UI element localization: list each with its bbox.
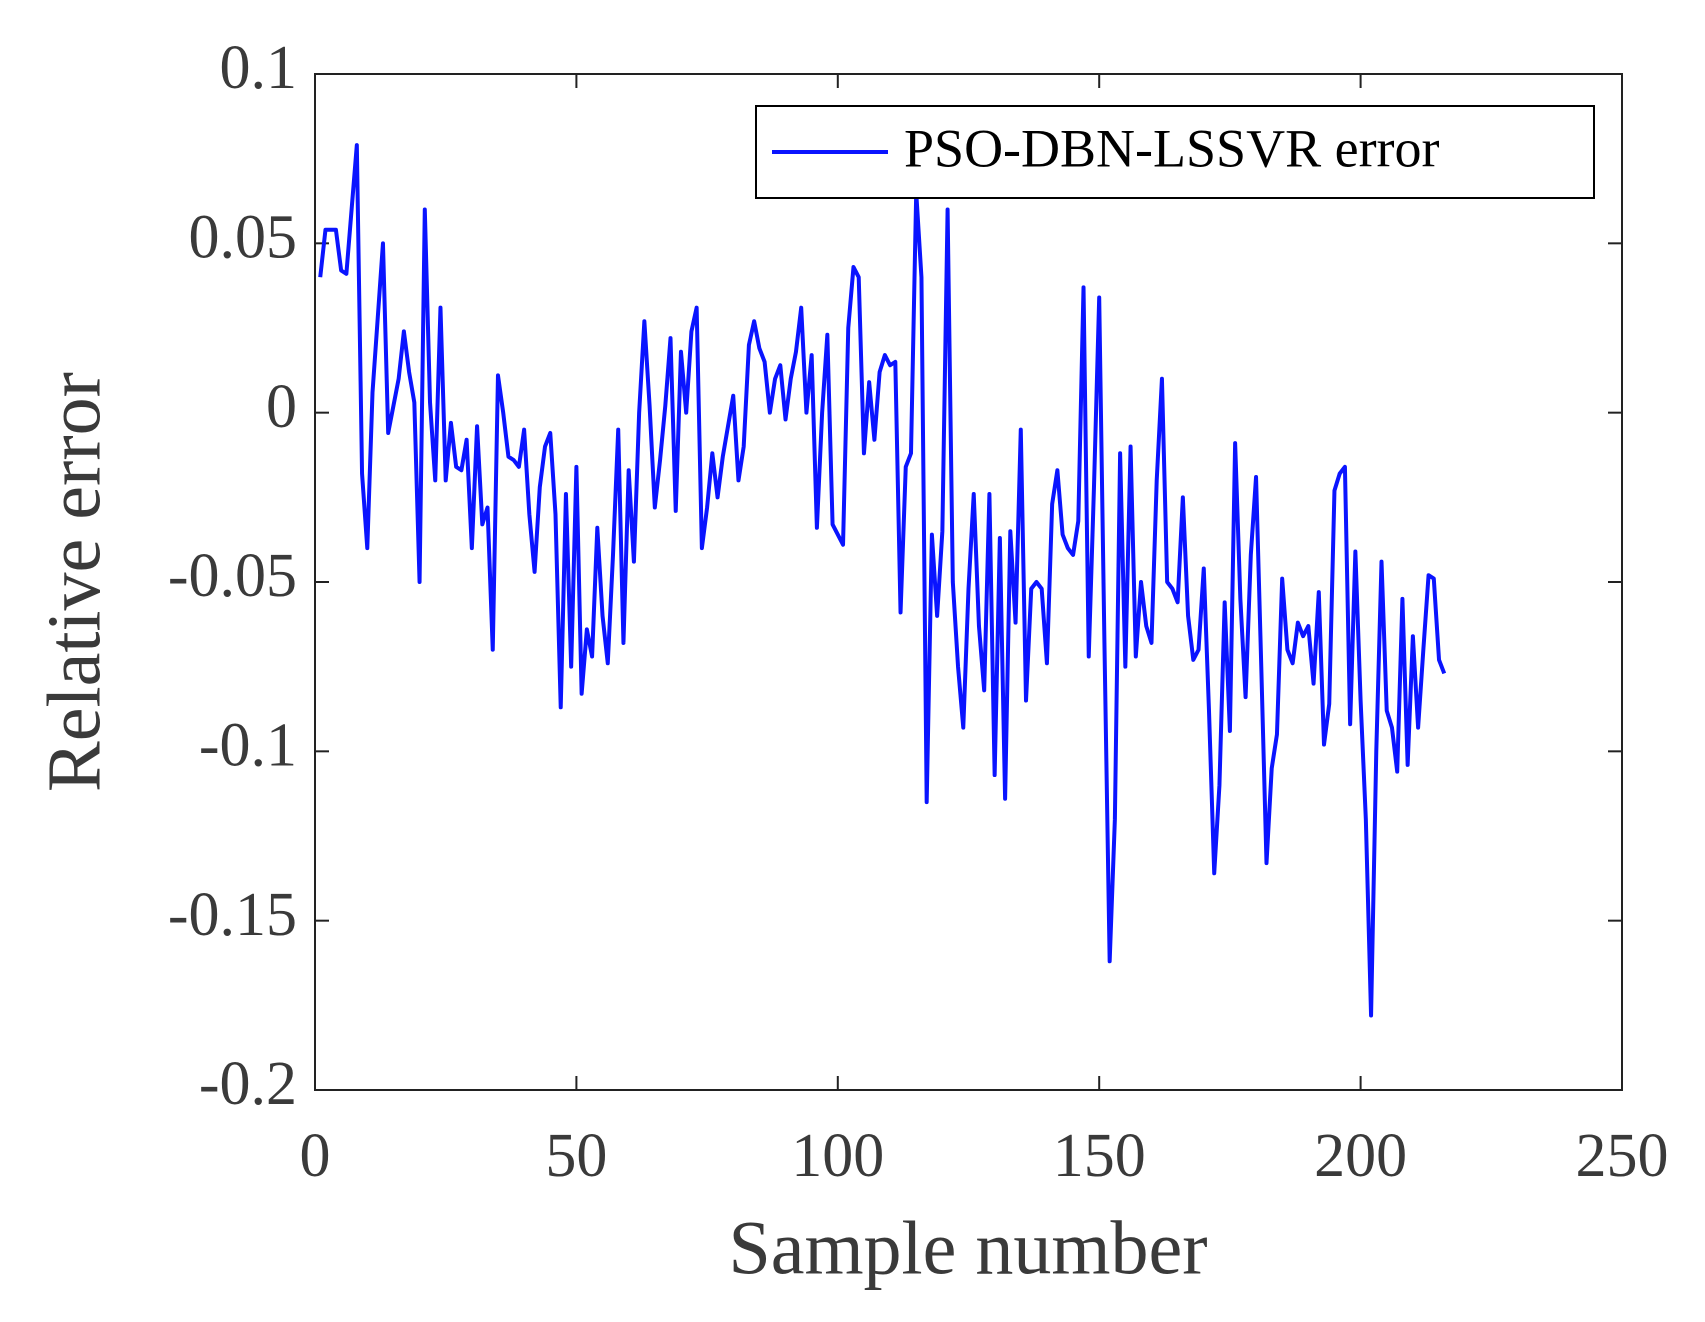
y-tick-label: 0 — [266, 373, 297, 441]
legend-label: PSO-DBN-LSSVR error — [904, 118, 1440, 178]
x-tick-label: 200 — [1314, 1122, 1407, 1190]
y-tick-label: -0.2 — [199, 1050, 297, 1118]
y-tick-label: 0.05 — [189, 204, 298, 272]
y-tick-label: -0.05 — [168, 542, 297, 610]
x-tick-label: 0 — [300, 1122, 331, 1190]
x-tick-label: 100 — [791, 1122, 884, 1190]
y-tick-label: 0.1 — [220, 34, 298, 102]
x-tick-label: 150 — [1053, 1122, 1146, 1190]
series-line — [318, 143, 1447, 1018]
legend-box — [755, 105, 1595, 199]
y-axis-label: Relative error — [32, 372, 116, 792]
plot-frame — [314, 73, 1623, 1091]
x-tick-label: 250 — [1576, 1122, 1669, 1190]
x-tick-label: 50 — [545, 1122, 607, 1190]
x-axis-label: Sample number — [728, 1206, 1207, 1290]
y-tick-label: -0.1 — [199, 712, 297, 780]
y-tick-label: -0.15 — [168, 881, 297, 949]
